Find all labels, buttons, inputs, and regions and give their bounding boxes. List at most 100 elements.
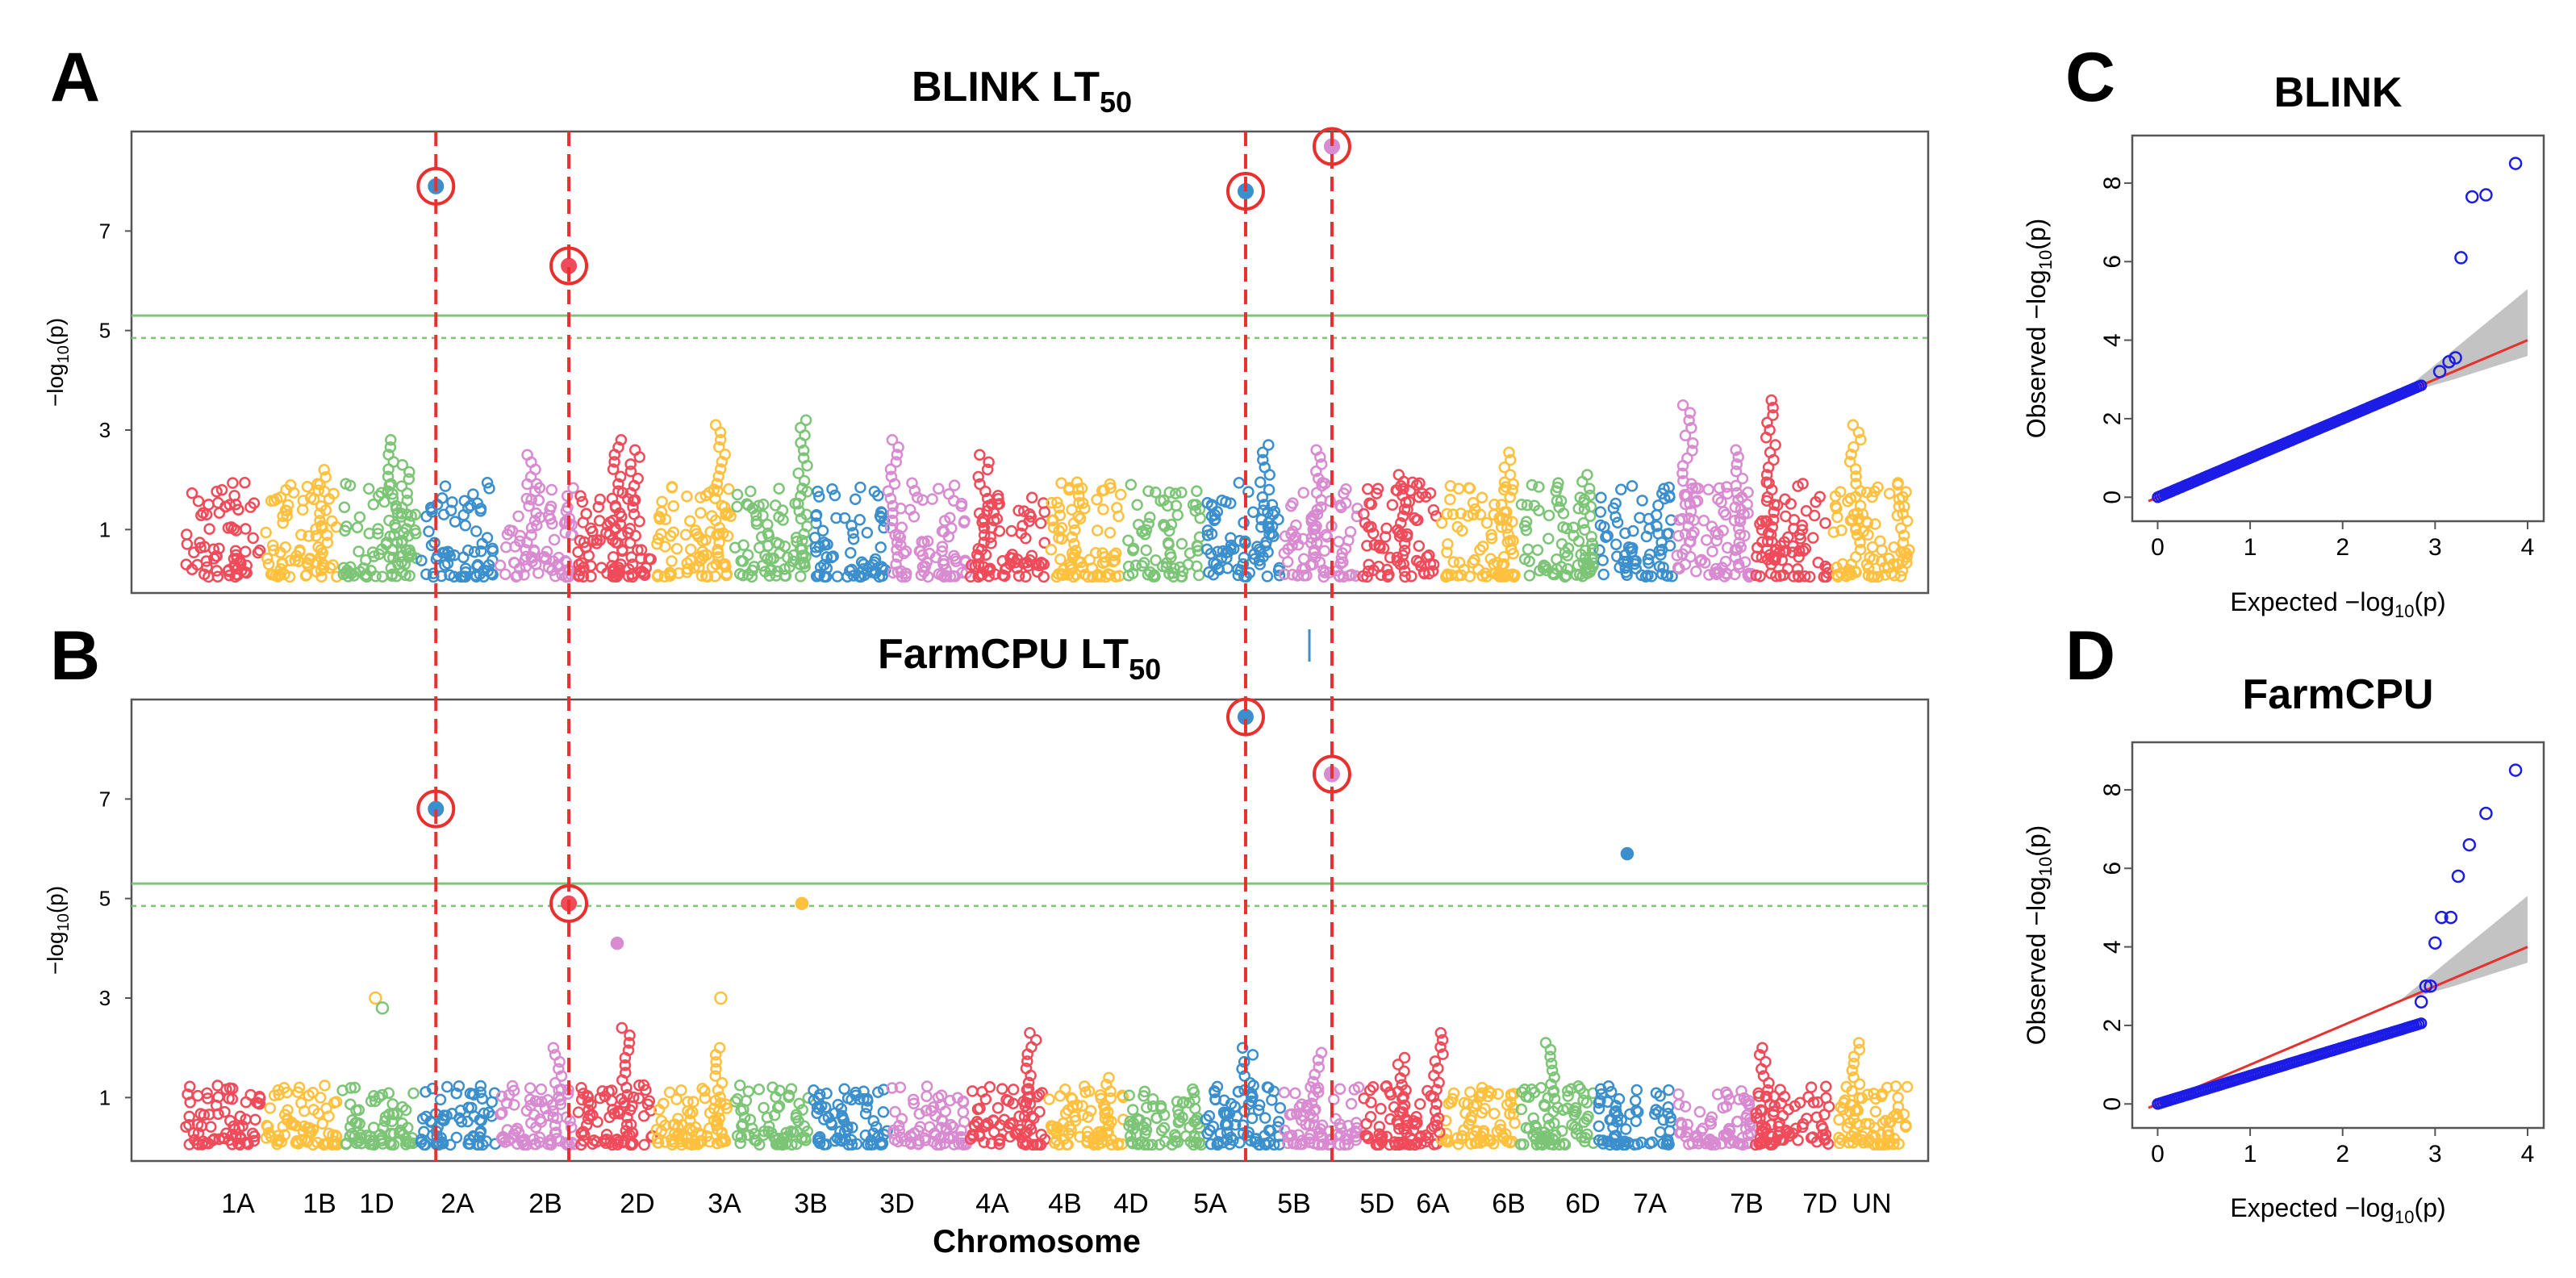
snp-point — [1410, 514, 1423, 527]
snp-point — [315, 544, 328, 556]
snp-point — [1122, 570, 1135, 582]
snp-point — [771, 1101, 784, 1114]
chromosome-label: 5D — [1359, 1188, 1394, 1219]
snp-point — [616, 544, 628, 556]
snp-point — [1815, 1120, 1828, 1132]
snp-point — [1718, 570, 1731, 583]
snp-point — [1467, 508, 1480, 521]
snp-point — [774, 1084, 786, 1096]
snp-point — [1242, 1126, 1255, 1138]
snp-point — [1232, 1086, 1245, 1098]
snp-point — [716, 1077, 729, 1089]
snp-point — [1649, 1108, 1661, 1121]
snp-point — [709, 514, 722, 527]
snp-point — [1061, 1138, 1073, 1151]
snp-point — [948, 479, 961, 491]
snp-point — [541, 545, 553, 558]
snp-point — [1855, 433, 1867, 446]
snp-point — [1342, 1134, 1355, 1146]
snp-point — [1101, 1105, 1114, 1118]
chromosome-label: 3A — [708, 1188, 741, 1219]
snp-point — [1711, 1088, 1724, 1100]
snp-point — [1497, 551, 1510, 563]
snp-point — [410, 527, 422, 540]
snp-point — [1056, 569, 1069, 581]
snp-point — [1057, 1125, 1069, 1137]
snp-point — [624, 1104, 637, 1117]
snp-point — [1847, 441, 1860, 453]
snp-point — [282, 499, 294, 512]
snp-point — [585, 1098, 597, 1110]
snp-point — [712, 544, 724, 556]
snp-point — [992, 490, 1004, 502]
snp-point — [283, 570, 296, 583]
snp-point — [713, 1042, 726, 1054]
snp-point — [530, 1121, 542, 1134]
snp-point — [183, 1118, 195, 1131]
snp-point — [834, 1126, 846, 1138]
snp-point — [1161, 499, 1174, 512]
snp-point — [1736, 472, 1749, 485]
snp-point — [289, 554, 301, 566]
snp-point — [884, 521, 897, 534]
snp-point — [1488, 1107, 1501, 1120]
snp-point — [609, 537, 622, 549]
snp-point — [1676, 399, 1689, 411]
snp-point — [816, 524, 829, 537]
snp-point — [1663, 1084, 1675, 1096]
snp-point — [1664, 1112, 1676, 1124]
snp-point — [1672, 1088, 1685, 1100]
snp-point — [1131, 1113, 1143, 1125]
snp-point — [696, 1082, 708, 1095]
snp-point — [593, 515, 606, 527]
snp-point — [1476, 491, 1488, 503]
snp-point — [772, 1138, 785, 1151]
snp-point — [1719, 555, 1732, 568]
snp-point — [1334, 1138, 1346, 1151]
snp-point — [1209, 513, 1221, 525]
snp-point — [1757, 1070, 1770, 1082]
snp-point — [600, 1128, 613, 1141]
snp-point — [1150, 486, 1162, 499]
snp-point — [1561, 1102, 1573, 1115]
snp-point — [676, 1118, 689, 1131]
snp-point — [1392, 1059, 1405, 1071]
snp-point — [1662, 1101, 1675, 1113]
snp-point — [262, 558, 275, 570]
snp-point — [344, 1121, 357, 1134]
panel-label-b: B — [50, 617, 100, 695]
snp-point — [440, 1080, 453, 1093]
snp-point — [249, 1113, 261, 1126]
snp-point — [1893, 493, 1906, 506]
snp-point — [1074, 1130, 1086, 1143]
chromosome-label: 7D — [1802, 1188, 1837, 1219]
snp-point — [911, 491, 924, 503]
snp-point — [908, 1097, 920, 1110]
snp-point — [1894, 522, 1907, 534]
snp-point — [1377, 542, 1390, 554]
snp-point — [1485, 532, 1498, 545]
snp-point — [756, 559, 769, 572]
y-tick-label: 2 — [2099, 412, 2126, 426]
snp-point — [1190, 499, 1202, 511]
snp-point — [385, 478, 397, 490]
snp-point — [985, 537, 997, 549]
snp-point — [1087, 570, 1099, 583]
snp-point — [1127, 1123, 1139, 1135]
snp-point — [1732, 494, 1744, 506]
snp-point — [683, 1138, 696, 1151]
chromosome-label: 7A — [1633, 1188, 1667, 1219]
qq-d-frame — [2131, 741, 2545, 1130]
snp-point — [368, 1090, 380, 1102]
snp-point — [658, 1097, 670, 1110]
snp-point — [885, 470, 898, 482]
snp-point — [1126, 1104, 1139, 1116]
snp-point — [1766, 521, 1779, 533]
snp-point — [1701, 534, 1713, 546]
snp-point — [1773, 1117, 1785, 1129]
snp-point — [1379, 531, 1392, 543]
snp-point — [1618, 1135, 1631, 1147]
snp-point — [386, 1108, 399, 1121]
snp-point — [1653, 560, 1666, 573]
